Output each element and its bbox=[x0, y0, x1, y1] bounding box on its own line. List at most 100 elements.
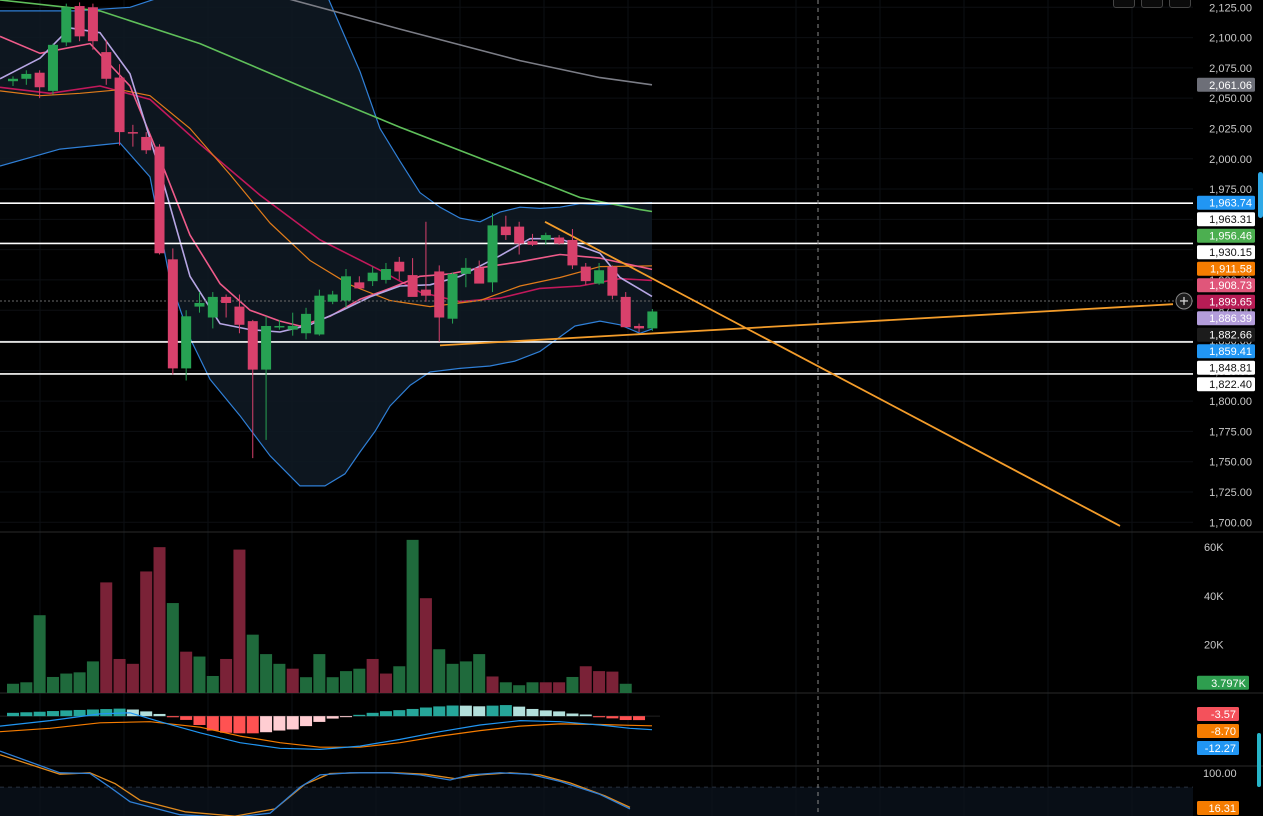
volume-bar bbox=[206, 675, 219, 693]
price-tag-bg bbox=[1197, 195, 1255, 210]
candle-body bbox=[647, 311, 658, 329]
candle-body bbox=[234, 306, 245, 325]
volume-bar bbox=[86, 661, 99, 693]
macd-histogram-bar bbox=[180, 716, 193, 720]
price-tag: 1,886.39 bbox=[1197, 311, 1255, 326]
stoch-tag-label: 16.31 bbox=[1208, 803, 1236, 815]
candle-body bbox=[594, 270, 605, 284]
macd-histogram-bar bbox=[353, 714, 366, 717]
candle-body bbox=[87, 7, 98, 42]
add-alert-button[interactable] bbox=[1175, 292, 1193, 310]
macd-tag: -12.27 bbox=[1197, 741, 1239, 755]
price-tick-label: 1,700.00 bbox=[1209, 517, 1252, 529]
macd-histogram-bar bbox=[100, 709, 113, 717]
stoch-tick-label: 100.00 bbox=[1203, 768, 1237, 780]
macd-histogram-bar bbox=[126, 709, 139, 717]
price-tag-bg bbox=[1197, 327, 1255, 342]
volume-bar bbox=[340, 671, 352, 693]
volume-bar bbox=[100, 582, 113, 693]
candle-body bbox=[354, 282, 365, 289]
volume-bar bbox=[260, 654, 273, 693]
macd-tag-label: -8.70 bbox=[1211, 726, 1236, 738]
volume-bar bbox=[433, 649, 446, 693]
volume-bar bbox=[446, 663, 459, 693]
candle-body bbox=[434, 271, 445, 318]
macd-histogram-bar bbox=[86, 709, 99, 717]
macd-scale-handle[interactable] bbox=[1257, 733, 1261, 787]
candle-body bbox=[620, 296, 631, 328]
volume-tag-label: 3.797K bbox=[1211, 678, 1247, 690]
price-tag: 1,899.65 bbox=[1197, 294, 1255, 309]
volume-tag: 3.797K bbox=[1197, 675, 1249, 690]
candle-body bbox=[474, 267, 485, 284]
macd-histogram-bar bbox=[473, 706, 486, 717]
price-tag-bg bbox=[1197, 77, 1255, 92]
candle-body bbox=[181, 316, 192, 369]
volume-bar bbox=[459, 661, 472, 693]
price-tag-label: 1,886.39 bbox=[1209, 313, 1252, 325]
macd-histogram-bar bbox=[206, 716, 219, 731]
macd-histogram-bar bbox=[459, 705, 472, 717]
macd-histogram-bar bbox=[633, 716, 646, 721]
candle-body bbox=[8, 78, 18, 82]
candle-body bbox=[287, 325, 298, 330]
candle-body bbox=[101, 52, 112, 79]
candle-body bbox=[207, 296, 218, 318]
price-tick-label: 1,800.00 bbox=[1209, 396, 1252, 408]
candle-body bbox=[341, 276, 351, 301]
macd-histogram-bar bbox=[539, 710, 552, 717]
price-tag-label: 1,908.73 bbox=[1209, 280, 1252, 292]
volume-bar bbox=[33, 615, 46, 693]
macd-histogram-bar bbox=[486, 705, 499, 717]
price-scale-handle[interactable] bbox=[1258, 172, 1263, 218]
volume-bar bbox=[406, 539, 419, 693]
volume-bar bbox=[286, 668, 299, 693]
stoch-band bbox=[0, 787, 1193, 816]
price-tag: 1,882.66 bbox=[1197, 327, 1255, 342]
macd-histogram-bar bbox=[406, 708, 419, 717]
volume-bar bbox=[366, 658, 379, 693]
price-tag-label: 1,822.40 bbox=[1209, 379, 1252, 391]
price-tag: 1,930.15 bbox=[1197, 245, 1255, 260]
macd-histogram-bar bbox=[153, 713, 166, 717]
macd-histogram-bar bbox=[73, 709, 86, 717]
macd-histogram-bar bbox=[33, 711, 46, 717]
volume-bar bbox=[273, 663, 286, 693]
volume-bar bbox=[606, 671, 619, 693]
candle-body bbox=[21, 73, 32, 79]
price-tick-label: 1,725.00 bbox=[1209, 487, 1252, 499]
candle-body bbox=[61, 7, 72, 43]
price-tag: 1,848.81 bbox=[1197, 360, 1255, 375]
macd-tag: -8.70 bbox=[1197, 724, 1239, 738]
price-tag: 1,908.73 bbox=[1197, 278, 1255, 293]
volume-bar bbox=[166, 603, 179, 693]
candle-body bbox=[154, 146, 165, 254]
candle-body bbox=[447, 273, 458, 319]
candle-body bbox=[514, 226, 525, 244]
macd-histogram-bar bbox=[419, 707, 432, 717]
toolbar-button-1[interactable] bbox=[1113, 0, 1135, 8]
macd-signal-line bbox=[0, 721, 653, 748]
macd-histogram-bar bbox=[60, 710, 73, 717]
toolbar-button-3[interactable] bbox=[1169, 0, 1191, 8]
price-tick-label: 2,075.00 bbox=[1209, 63, 1252, 75]
candle-body bbox=[47, 44, 58, 91]
candle-body bbox=[634, 325, 645, 329]
toolbar-button-2[interactable] bbox=[1141, 0, 1163, 8]
volume-bar bbox=[353, 668, 366, 693]
volume-bar bbox=[313, 654, 326, 693]
macd-histogram-bar bbox=[619, 716, 632, 721]
volume-bar bbox=[126, 663, 139, 693]
price-tag-bg bbox=[1197, 245, 1255, 260]
candle-body bbox=[114, 77, 125, 133]
macd-histogram-bar bbox=[513, 706, 526, 717]
macd-histogram-bar bbox=[366, 712, 379, 717]
volume-bar bbox=[619, 683, 632, 693]
volume-bar bbox=[193, 656, 206, 693]
volume-bar bbox=[539, 682, 552, 693]
volume-bar bbox=[73, 672, 86, 693]
macd-histogram-bar bbox=[273, 716, 286, 731]
candle-body bbox=[127, 132, 138, 134]
macd-histogram-bar bbox=[7, 712, 19, 717]
